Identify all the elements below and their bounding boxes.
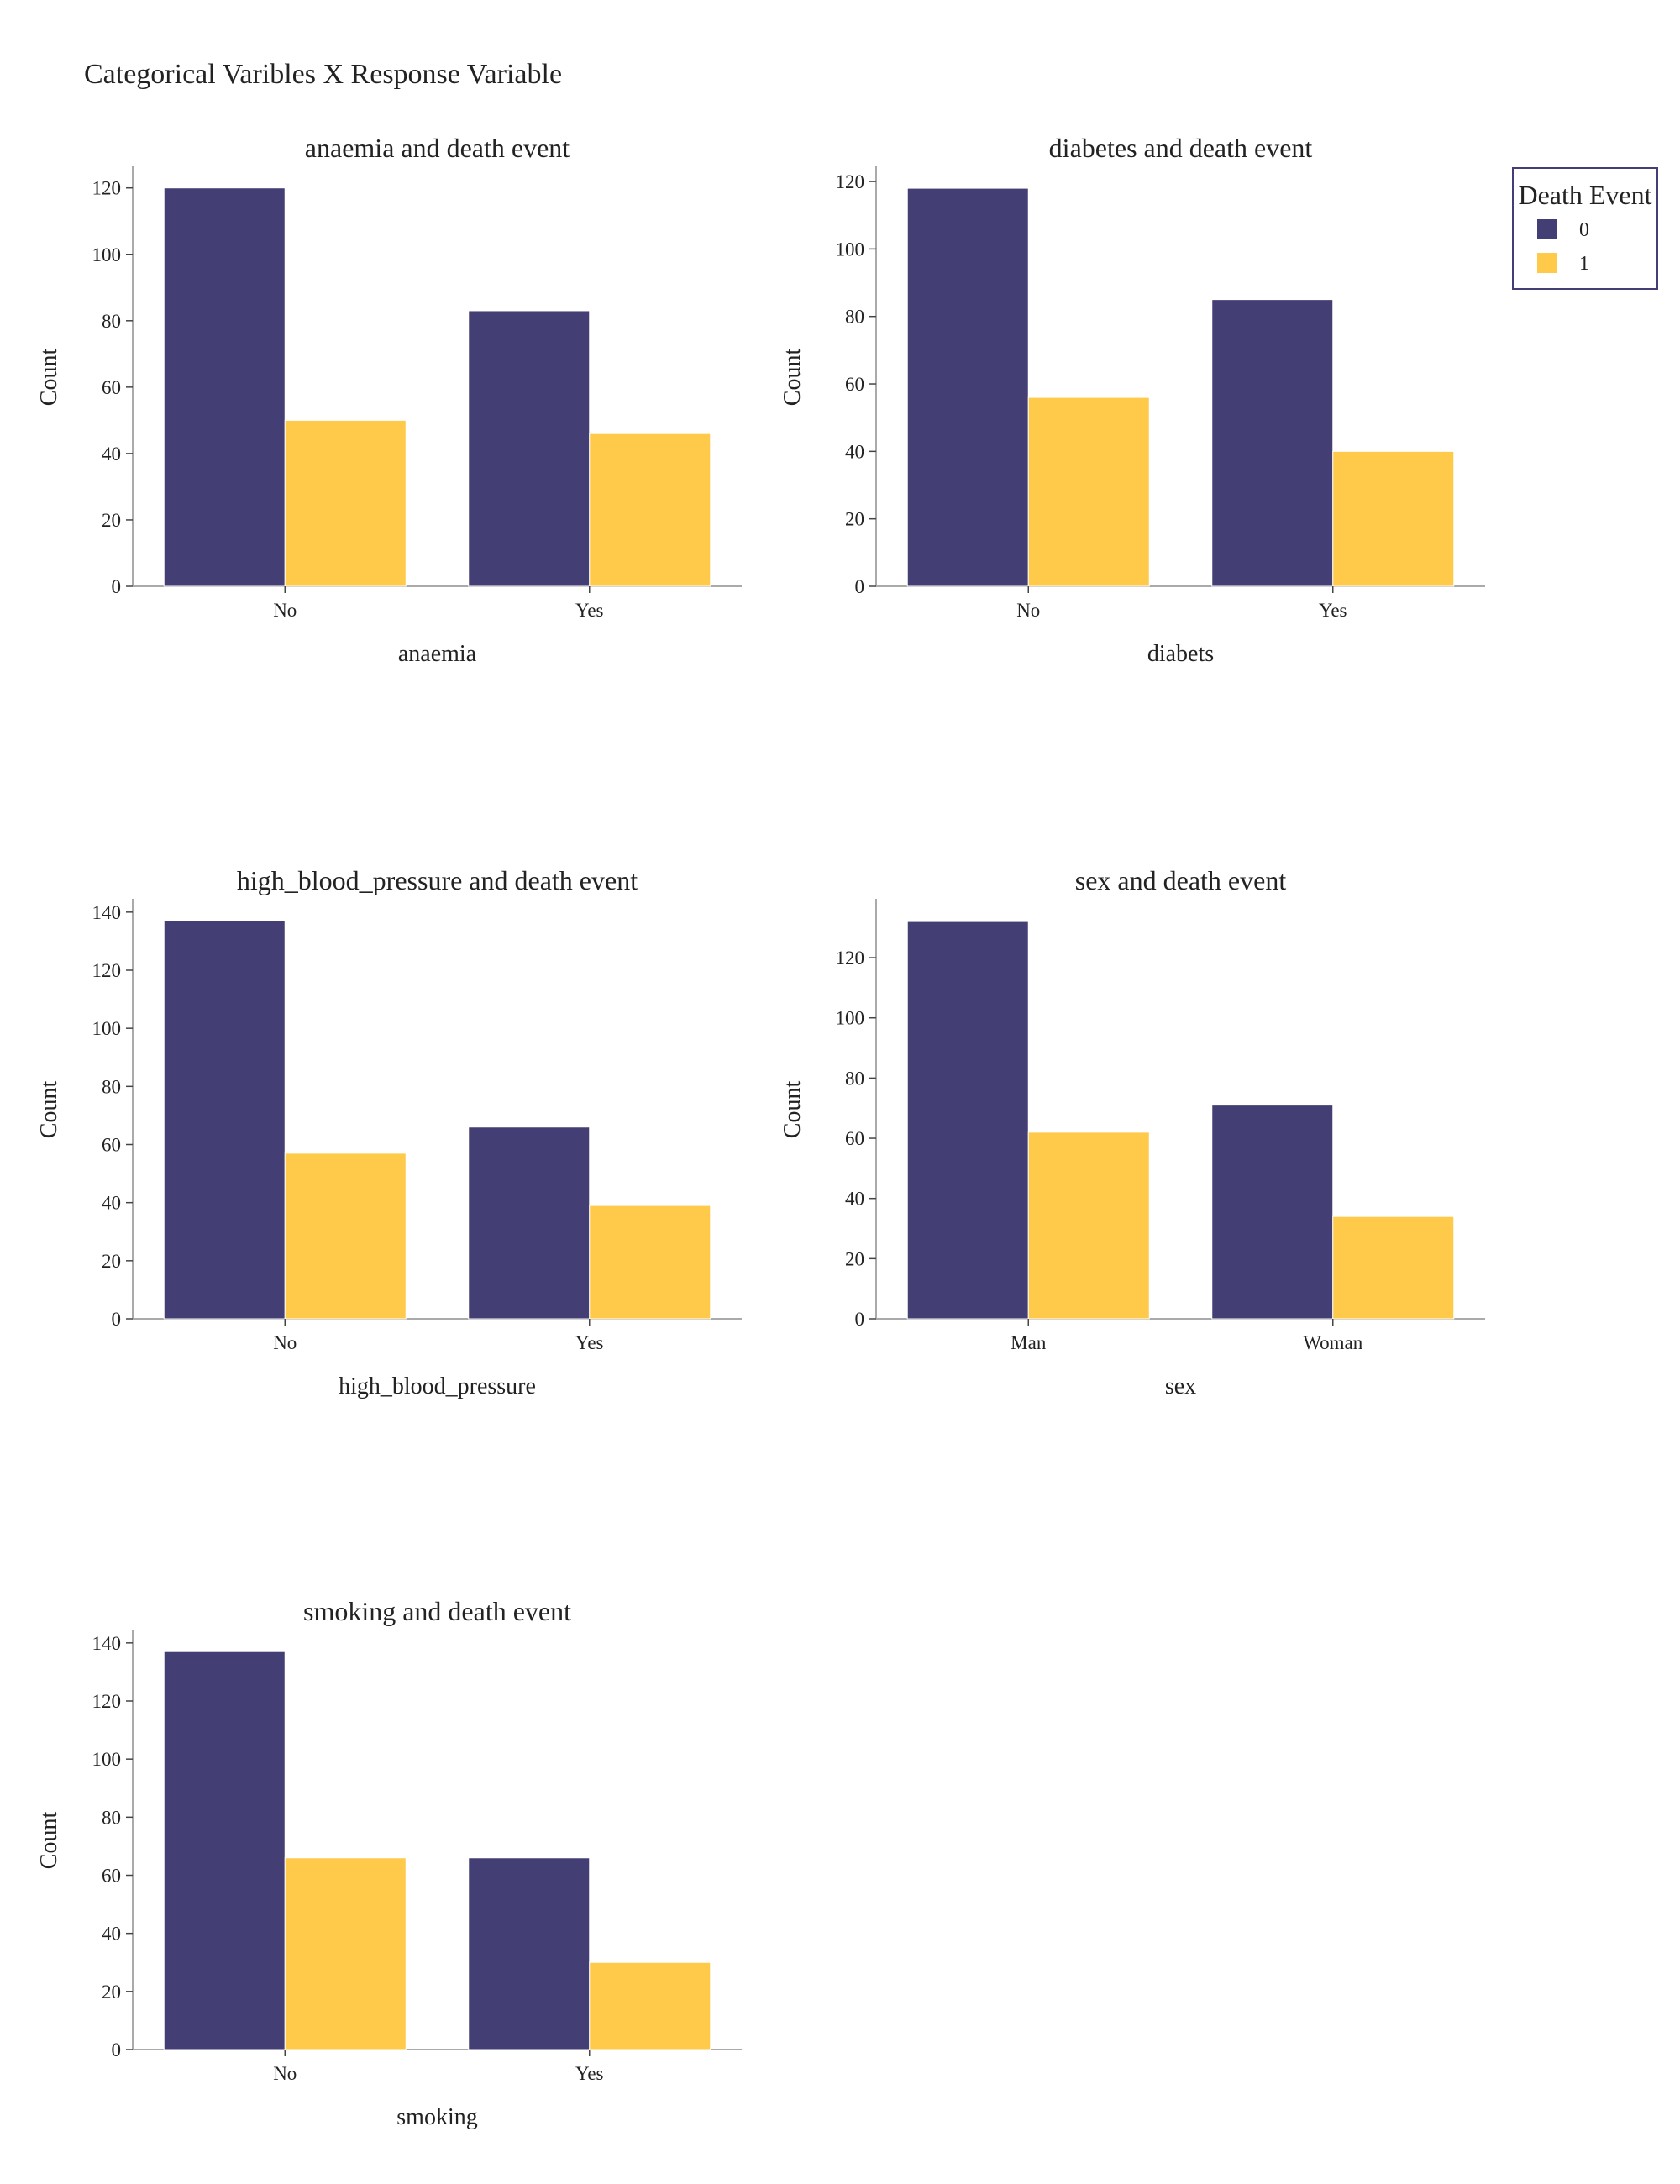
subplot-3: high_blood_pressure and death event 0 20 40… <box>36 865 742 1399</box>
y-tick-label: 0 <box>112 2040 122 2061</box>
y-tick-label: 100 <box>92 244 122 265</box>
y-tick-label: 80 <box>102 1076 121 1097</box>
legend-swatch-1[interactable] <box>1537 253 1557 273</box>
bar-yes-series-0[interactable] <box>468 1126 591 1320</box>
subplot-title: anaemia and death event <box>305 133 570 163</box>
y-tick-label: 100 <box>92 1018 122 1039</box>
legend-title: Death Event <box>1518 180 1651 210</box>
x-tick-label: No <box>273 1332 297 1353</box>
y-axis-label: Count <box>36 349 62 407</box>
subplot-4: sex and death event 0 20 40 60 80 100 120 Man Wom… <box>780 865 1485 1399</box>
bar-no-series-1[interactable] <box>284 1857 407 2050</box>
bar-woman-series-0[interactable] <box>1211 1105 1334 1320</box>
bar-no-series-1[interactable] <box>284 419 407 587</box>
y-tick-label: 80 <box>845 1068 864 1089</box>
subplot-1: anaemia and death event 0 20 40 60 80 100 120 No… <box>36 133 742 667</box>
y-tick-label: 60 <box>102 1135 121 1156</box>
subplots: anaemia and death event 0 20 40 60 80 100 120 No… <box>36 133 1485 2130</box>
bar-no-series-1[interactable] <box>1027 396 1150 587</box>
bar-yes-series-1[interactable] <box>589 433 711 587</box>
y-tick-label: 120 <box>836 171 865 192</box>
bar-no-series-0[interactable] <box>906 187 1029 587</box>
y-axis-label: Count <box>36 1081 62 1139</box>
x-tick-label: Woman <box>1303 1332 1362 1353</box>
y-tick-label: 40 <box>102 444 121 465</box>
bar-yes-series-1[interactable] <box>589 1205 711 1320</box>
subplot-title: high_blood_pressure and death event <box>237 865 638 895</box>
bar-no-series-0[interactable] <box>163 187 286 587</box>
y-tick-label: 20 <box>102 510 121 531</box>
y-tick-label: 0 <box>112 576 122 597</box>
bar-yes-series-0[interactable] <box>1211 299 1334 587</box>
subplot-title: smoking and death event <box>303 1596 571 1626</box>
legend-label-1[interactable]: 1 <box>1579 253 1589 275</box>
y-tick-label: 0 <box>855 576 865 597</box>
y-tick-label: 100 <box>92 1749 122 1770</box>
bar-woman-series-1[interactable] <box>1332 1215 1455 1320</box>
y-tick-label: 140 <box>92 1633 122 1654</box>
x-tick-label: Yes <box>575 2063 604 2084</box>
bar-yes-series-1[interactable] <box>1332 450 1455 587</box>
y-tick-label: 20 <box>102 1982 121 2003</box>
x-tick-label: Yes <box>575 1332 604 1353</box>
bar-man-series-1[interactable] <box>1027 1131 1150 1320</box>
y-tick-label: 60 <box>845 374 864 395</box>
y-tick-label: 20 <box>845 509 864 530</box>
y-tick-label: 60 <box>102 1866 121 1887</box>
x-axis-label: smoking <box>396 2104 477 2130</box>
subplot-2: diabetes and death event 0 20 40 60 80 100 120 N… <box>780 133 1485 667</box>
bar-no-series-0[interactable] <box>163 1651 286 2050</box>
y-tick-label: 120 <box>92 960 122 981</box>
bar-no-series-1[interactable] <box>284 1152 407 1320</box>
bar-no-series-0[interactable] <box>163 920 286 1320</box>
y-tick-label: 40 <box>102 1924 121 1945</box>
y-tick-label: 80 <box>102 311 121 332</box>
y-tick-label: 60 <box>845 1128 864 1149</box>
subplot-title: diabetes and death event <box>1049 133 1313 163</box>
y-tick-label: 120 <box>92 178 122 199</box>
figure-title: Categorical Varibles X Response Variable <box>84 59 562 90</box>
x-axis-label: high_blood_pressure <box>339 1373 536 1399</box>
y-tick-label: 20 <box>845 1248 864 1269</box>
y-axis-label: Count <box>780 349 806 407</box>
legend[interactable]: Death Event 0 1 <box>1512 167 1658 290</box>
legend-swatch-0[interactable] <box>1537 219 1557 239</box>
x-tick-label: No <box>273 2063 297 2084</box>
x-tick-label: No <box>273 600 297 621</box>
y-tick-label: 0 <box>855 1309 865 1330</box>
x-axis-label: anaemia <box>398 641 477 667</box>
y-tick-label: 60 <box>102 377 121 398</box>
bar-man-series-0[interactable] <box>906 921 1029 1320</box>
legend-box <box>1512 167 1658 290</box>
x-tick-label: Yes <box>1319 600 1347 621</box>
bar-yes-series-0[interactable] <box>468 1857 591 2050</box>
y-axis-label: Count <box>780 1081 806 1139</box>
legend-label-0[interactable]: 0 <box>1579 219 1589 241</box>
y-tick-label: 40 <box>845 441 864 462</box>
x-axis-label: diabets <box>1147 641 1214 667</box>
bar-yes-series-1[interactable] <box>589 1961 711 2050</box>
y-tick-label: 100 <box>836 1008 865 1029</box>
y-tick-label: 0 <box>112 1309 122 1330</box>
y-axis-label: Count <box>36 1812 62 1870</box>
y-tick-label: 100 <box>836 239 865 260</box>
y-tick-label: 120 <box>92 1691 122 1712</box>
x-tick-label: Yes <box>575 600 604 621</box>
x-tick-label: No <box>1016 600 1040 621</box>
x-axis-label: sex <box>1165 1373 1196 1399</box>
y-tick-label: 120 <box>836 948 865 969</box>
x-tick-label: Man <box>1011 1332 1047 1353</box>
y-tick-label: 140 <box>92 902 122 923</box>
subplot-title: sex and death event <box>1075 865 1287 895</box>
y-tick-label: 40 <box>845 1189 864 1210</box>
bar-yes-series-0[interactable] <box>468 310 591 587</box>
y-tick-label: 40 <box>102 1193 121 1214</box>
subplot-5: smoking and death event 0 20 40 60 80 100 120 14… <box>36 1596 742 2130</box>
y-tick-label: 20 <box>102 1251 121 1272</box>
y-tick-label: 80 <box>102 1807 121 1828</box>
y-tick-label: 80 <box>845 307 864 328</box>
